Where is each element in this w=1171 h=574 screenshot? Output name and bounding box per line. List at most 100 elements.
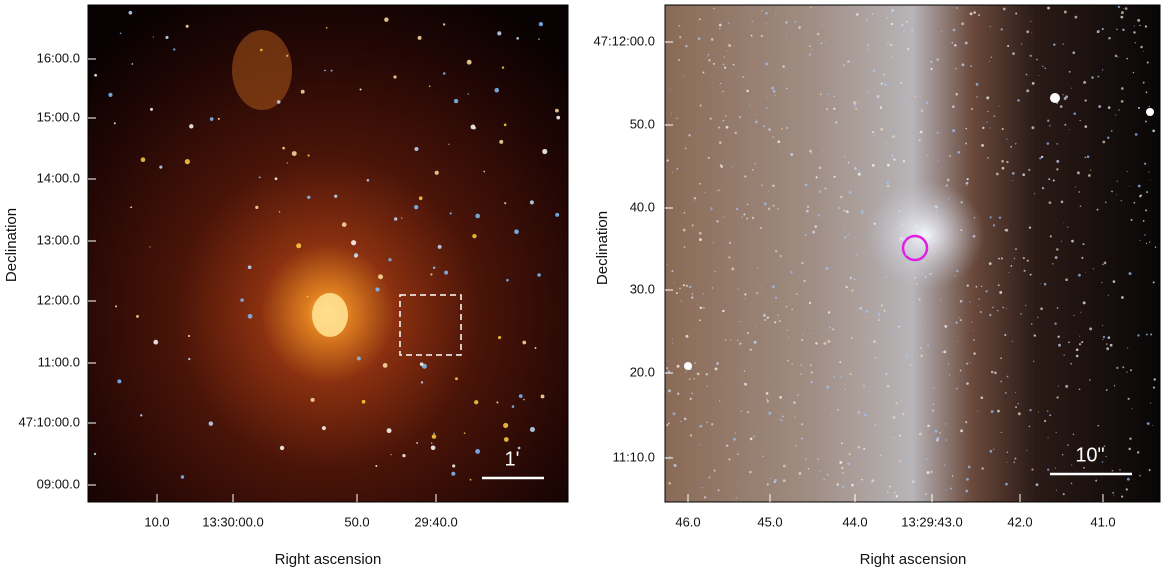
star bbox=[753, 340, 757, 344]
star bbox=[671, 270, 674, 273]
source bbox=[523, 398, 525, 401]
star bbox=[722, 309, 725, 313]
star bbox=[1102, 140, 1106, 144]
star bbox=[1026, 30, 1030, 34]
star bbox=[724, 115, 727, 118]
star bbox=[698, 238, 702, 242]
star bbox=[1137, 334, 1140, 337]
star bbox=[961, 63, 965, 67]
star bbox=[760, 34, 764, 38]
star bbox=[1126, 57, 1129, 60]
star bbox=[698, 18, 701, 21]
star bbox=[680, 300, 683, 302]
star bbox=[1001, 166, 1005, 170]
star bbox=[1029, 408, 1032, 412]
star bbox=[1130, 218, 1133, 221]
star bbox=[1152, 129, 1155, 133]
star bbox=[826, 385, 830, 389]
star bbox=[1007, 44, 1010, 47]
star bbox=[833, 107, 836, 110]
star bbox=[671, 171, 673, 173]
star bbox=[766, 483, 769, 486]
star bbox=[1006, 462, 1008, 463]
star bbox=[728, 256, 731, 259]
star bbox=[732, 63, 735, 66]
star bbox=[764, 319, 767, 322]
star bbox=[1095, 479, 1098, 482]
star bbox=[791, 308, 794, 311]
star bbox=[1060, 240, 1062, 242]
star bbox=[737, 481, 739, 483]
star bbox=[969, 301, 971, 303]
star bbox=[952, 105, 955, 108]
star bbox=[925, 458, 928, 461]
star bbox=[888, 352, 890, 354]
star bbox=[830, 414, 833, 416]
star bbox=[898, 325, 900, 328]
star bbox=[1133, 31, 1136, 34]
star bbox=[786, 87, 788, 90]
source bbox=[516, 37, 520, 40]
star bbox=[1152, 281, 1155, 284]
star bbox=[844, 156, 846, 158]
star bbox=[759, 227, 762, 230]
star bbox=[959, 319, 962, 322]
star bbox=[703, 293, 704, 295]
star bbox=[965, 421, 968, 424]
star bbox=[840, 442, 843, 445]
source bbox=[538, 38, 540, 40]
source bbox=[378, 274, 383, 280]
star bbox=[842, 472, 844, 474]
star bbox=[1142, 220, 1145, 222]
star bbox=[981, 467, 984, 470]
star bbox=[815, 357, 817, 359]
source bbox=[255, 205, 259, 209]
star bbox=[676, 117, 678, 120]
star bbox=[972, 234, 976, 238]
star bbox=[886, 385, 890, 388]
source bbox=[501, 66, 505, 69]
star bbox=[688, 285, 692, 289]
star bbox=[1117, 5, 1121, 9]
star bbox=[971, 321, 973, 323]
star bbox=[932, 409, 934, 412]
star bbox=[699, 104, 702, 107]
star bbox=[801, 339, 804, 342]
axes-labels: 16:00.0 15:00.0 14:00.0 13:00.0 12:00.0 11:00… bbox=[3, 33, 1116, 568]
star bbox=[722, 63, 725, 66]
star bbox=[919, 130, 923, 134]
star bbox=[1144, 25, 1148, 28]
star bbox=[995, 172, 999, 176]
star bbox=[880, 304, 884, 307]
star bbox=[699, 443, 701, 446]
star bbox=[969, 12, 973, 16]
star bbox=[827, 93, 830, 96]
star bbox=[731, 267, 735, 271]
star bbox=[945, 185, 947, 187]
star bbox=[1030, 20, 1032, 22]
star bbox=[1056, 143, 1058, 145]
star bbox=[1137, 18, 1141, 22]
star bbox=[729, 241, 732, 244]
star bbox=[1067, 226, 1069, 228]
star bbox=[688, 134, 691, 137]
star bbox=[883, 309, 886, 312]
star bbox=[1097, 424, 1100, 427]
star bbox=[905, 253, 908, 256]
star bbox=[1063, 10, 1067, 14]
star bbox=[845, 210, 849, 213]
star bbox=[989, 127, 991, 129]
star bbox=[957, 150, 961, 154]
star bbox=[1081, 341, 1084, 344]
star bbox=[837, 162, 839, 164]
star bbox=[1022, 173, 1026, 177]
star bbox=[853, 278, 856, 281]
star bbox=[943, 464, 946, 466]
star bbox=[902, 237, 906, 241]
star bbox=[730, 339, 732, 341]
star bbox=[946, 184, 949, 186]
star bbox=[977, 410, 979, 412]
star bbox=[782, 464, 786, 468]
star bbox=[1126, 371, 1128, 373]
source bbox=[325, 26, 328, 29]
